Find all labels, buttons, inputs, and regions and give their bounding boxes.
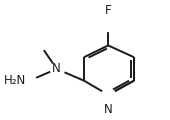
Text: H₂N: H₂N [4, 74, 26, 87]
Text: N: N [104, 103, 113, 116]
Text: N: N [52, 62, 61, 75]
Text: F: F [105, 4, 112, 17]
